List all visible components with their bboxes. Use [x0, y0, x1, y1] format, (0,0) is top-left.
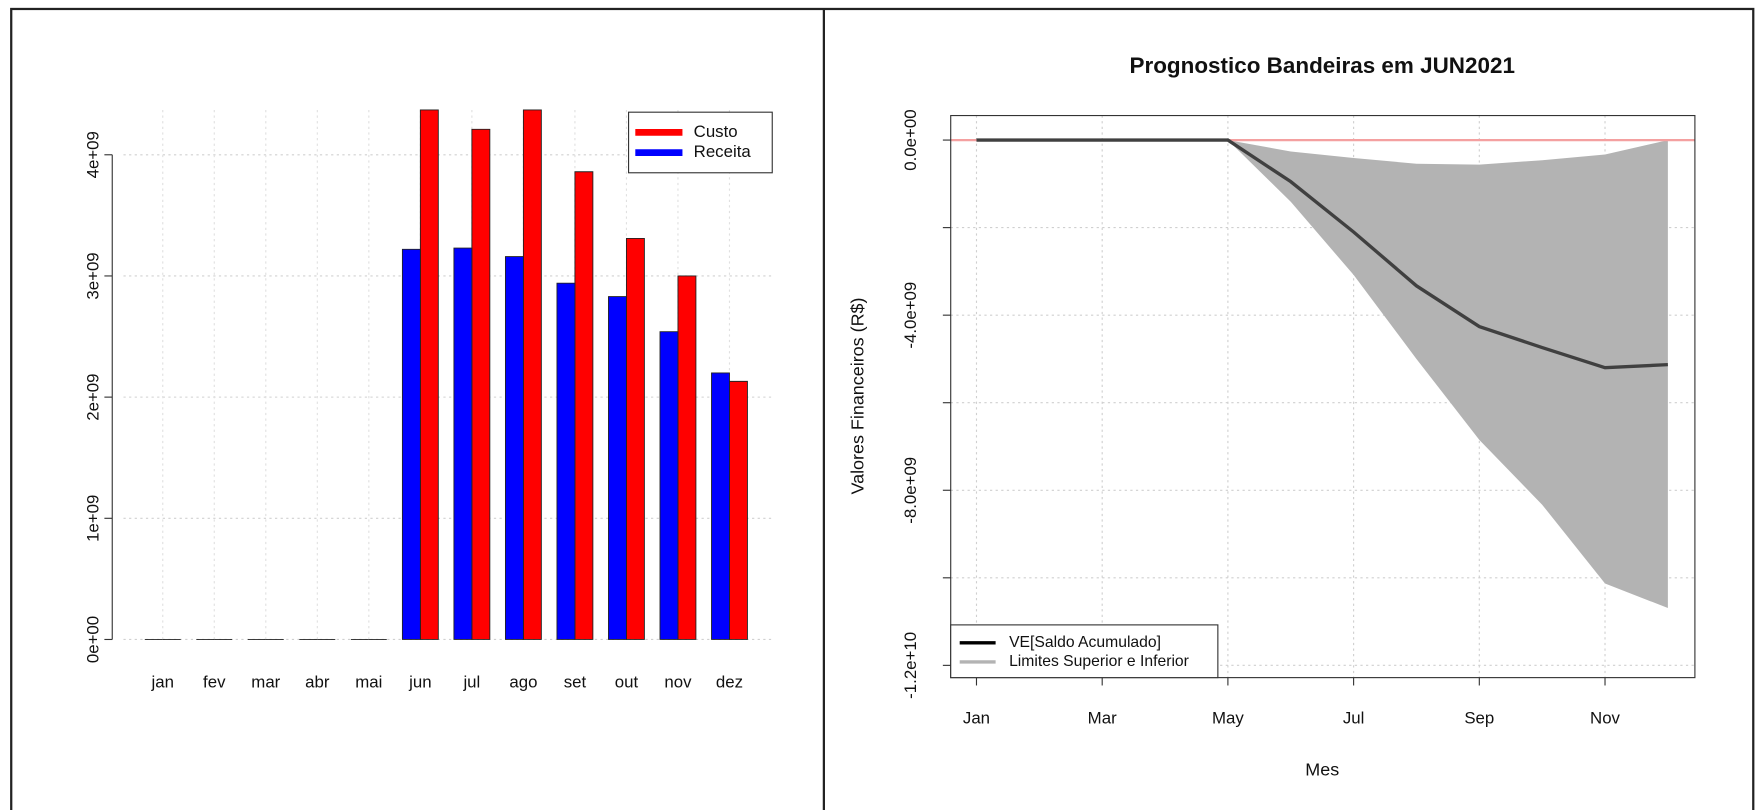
- y-tick-label: 0e+00: [84, 616, 103, 663]
- bar: [401, 248, 421, 640]
- chart-title: Prognostico Bandeiras em JUN2021: [1130, 53, 1515, 78]
- bar: [625, 237, 645, 640]
- x-tick-label: abr: [305, 673, 330, 692]
- x-tick-label: out: [615, 673, 639, 692]
- x-tick-label: Sep: [1464, 709, 1494, 728]
- y-tick-label: -1.2e+10: [901, 632, 920, 699]
- y-tick-label: 1e+09: [84, 495, 103, 542]
- legend-label: Receita: [694, 142, 752, 161]
- y-tick-label: 3e+09: [84, 252, 103, 299]
- bar: [711, 372, 730, 640]
- bar: [419, 109, 439, 640]
- legend-box: [950, 624, 1219, 679]
- x-tick-label: jan: [151, 673, 174, 692]
- legend-box: [628, 111, 773, 174]
- bar: [729, 380, 748, 640]
- x-axis-label: Mes: [1305, 759, 1339, 779]
- legend-label: VE[Saldo Acumulado]: [1009, 634, 1161, 651]
- x-tick-label: Mar: [1088, 709, 1117, 728]
- confidence-band: [976, 140, 1668, 609]
- y-tick-label: -4.0e+09: [901, 282, 920, 349]
- y-tick-label: 2e+09: [84, 373, 103, 420]
- x-tick-label: ago: [509, 673, 537, 692]
- bar: [574, 171, 594, 640]
- bar: [677, 275, 697, 640]
- x-tick-label: jul: [462, 673, 480, 692]
- bar: [556, 282, 576, 640]
- x-tick-label: set: [564, 673, 587, 692]
- x-tick-label: dez: [716, 673, 743, 692]
- plot-frame: [950, 114, 1696, 679]
- y-tick-label: 4e+09: [84, 131, 103, 178]
- x-tick-label: jun: [408, 673, 431, 692]
- x-tick-label: Jan: [963, 709, 990, 728]
- y-tick-label: 0.0e+00: [901, 109, 920, 170]
- x-tick-label: nov: [664, 673, 692, 692]
- bar: [659, 331, 679, 640]
- bar: [504, 256, 524, 640]
- bar: [522, 109, 542, 640]
- x-tick-label: Nov: [1590, 709, 1621, 728]
- y-axis-label: Valores Financeiros (R$): [847, 298, 867, 495]
- x-tick-label: Jul: [1343, 709, 1365, 728]
- x-tick-label: mai: [355, 673, 382, 692]
- x-tick-label: mar: [251, 673, 280, 692]
- x-tick-label: fev: [203, 673, 226, 692]
- y-tick-label: -8.0e+09: [901, 457, 920, 524]
- bar: [608, 296, 627, 640]
- bar: [453, 247, 473, 640]
- frame: [10, 7, 1755, 810]
- legend-label: Limites Superior e Inferior: [1009, 653, 1189, 670]
- legend-label: Custo: [694, 122, 738, 141]
- bar: [471, 128, 491, 640]
- x-tick-label: May: [1212, 709, 1244, 728]
- line: [976, 138, 1668, 370]
